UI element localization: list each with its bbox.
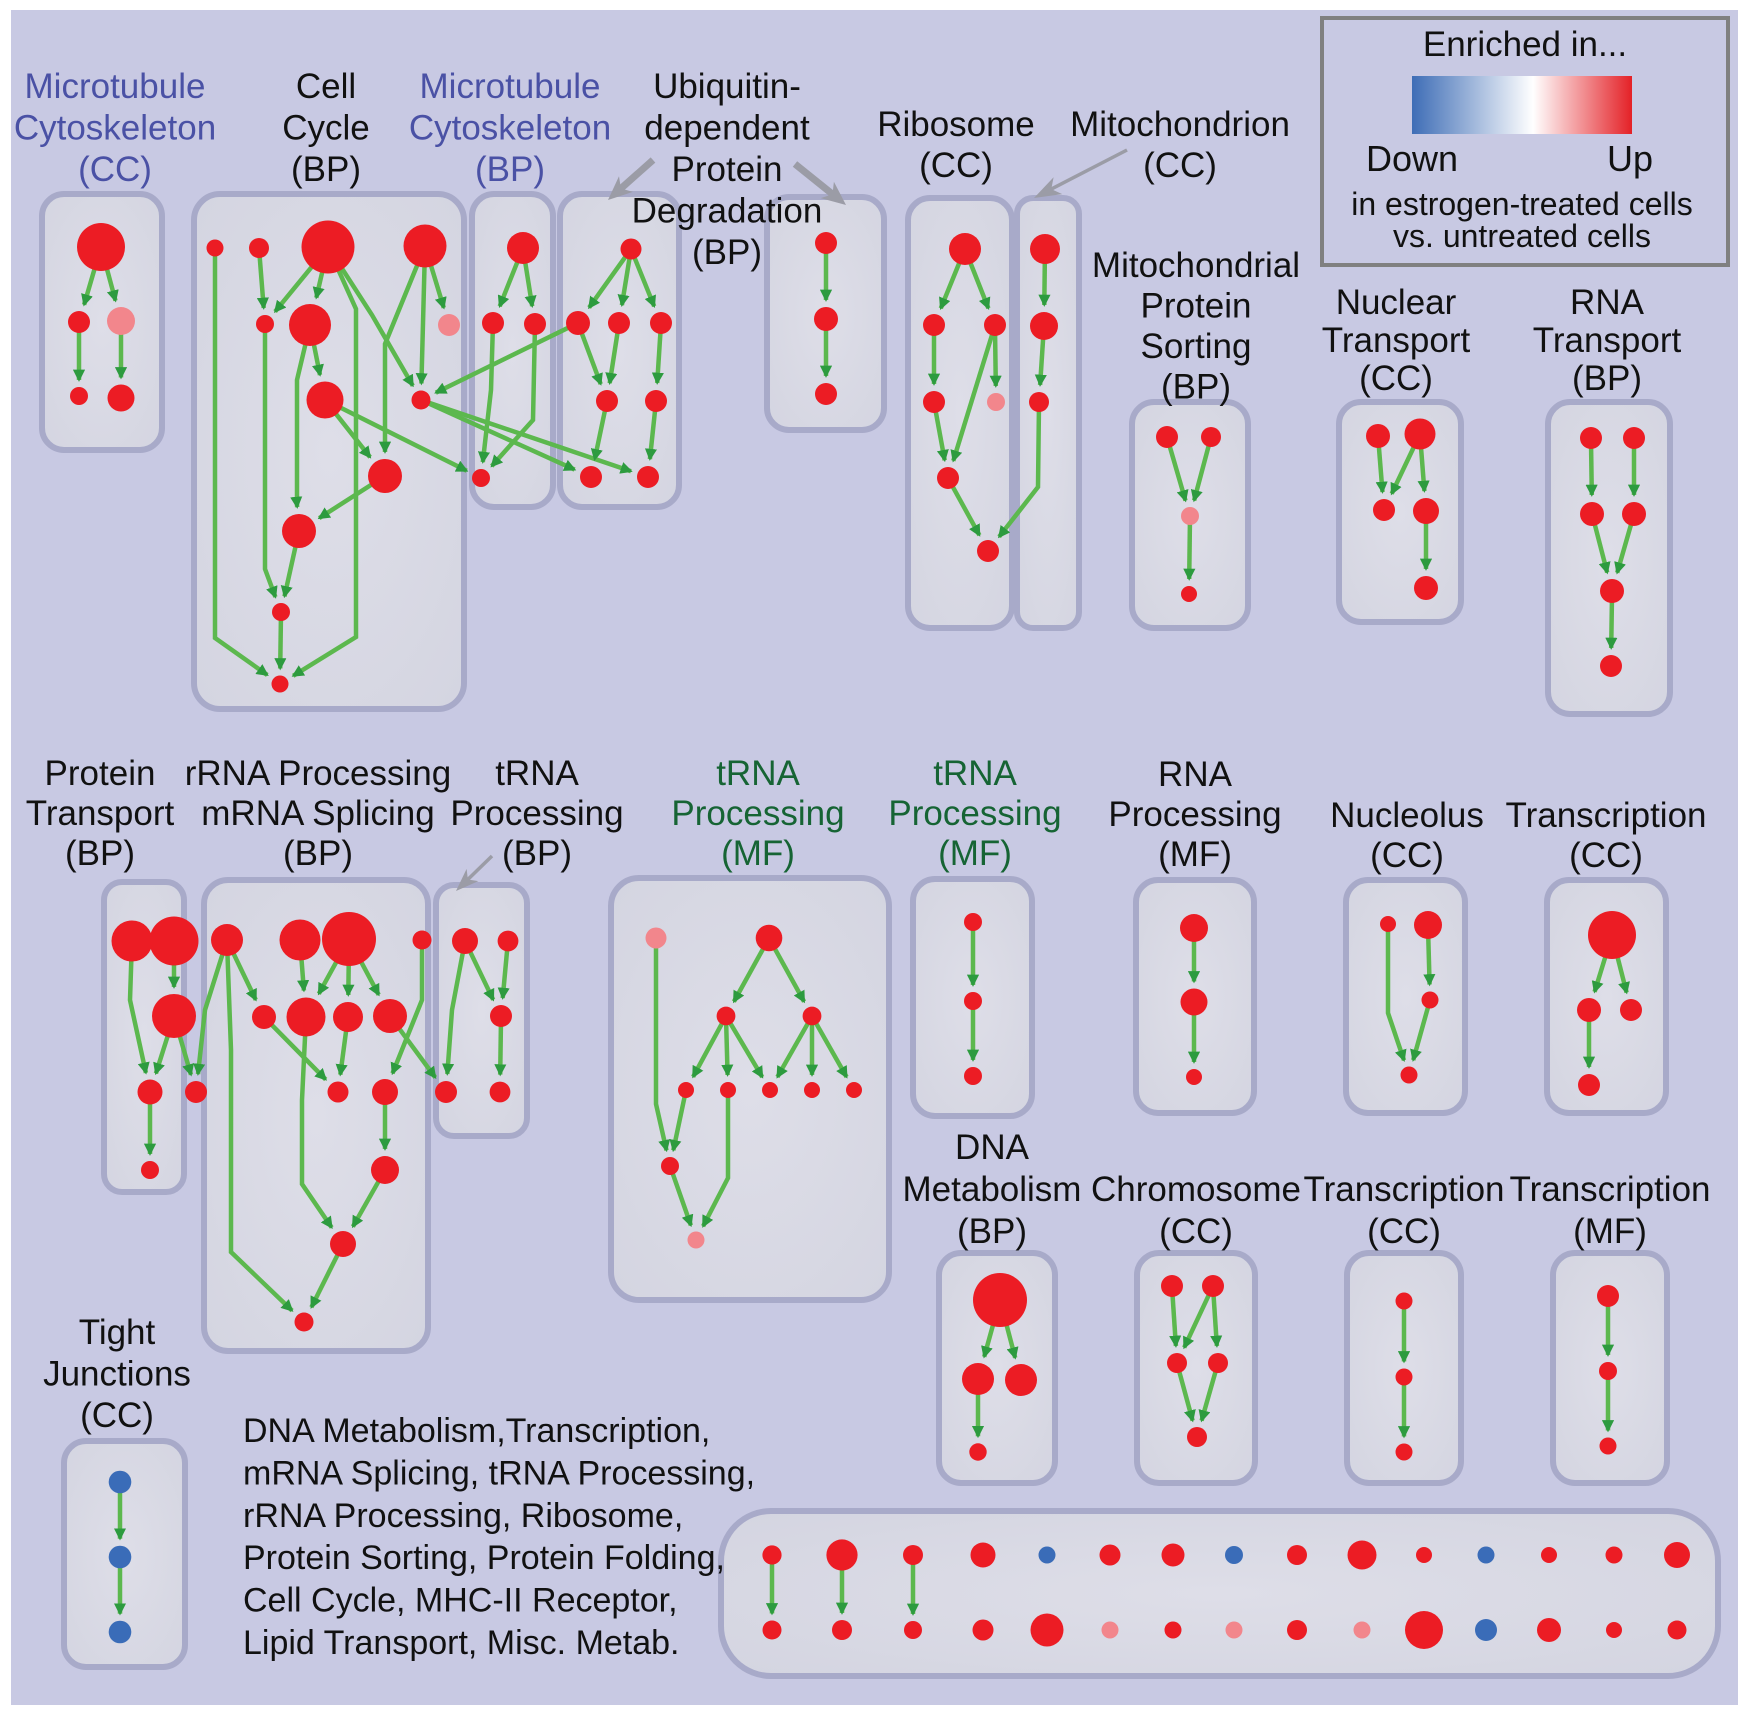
svg-text:rRNA Processing, Ribosome,: rRNA Processing, Ribosome, [243,1497,683,1535]
svg-text:Mitochondrion: Mitochondrion [1070,105,1290,144]
svg-text:Enriched in...: Enriched in... [1423,25,1627,64]
svg-text:Transport: Transport [26,794,175,833]
svg-text:(BP): (BP) [283,834,353,873]
svg-text:Ribosome: Ribosome [877,105,1035,144]
svg-text:Cytoskeleton: Cytoskeleton [14,109,216,148]
svg-text:Transport: Transport [1533,321,1682,360]
svg-text:Degradation: Degradation [632,192,823,231]
svg-text:(MF): (MF) [1158,835,1232,874]
svg-text:RNA: RNA [1158,755,1233,794]
svg-text:Protein: Protein [1141,287,1252,326]
svg-text:Transcription: Transcription [1506,796,1707,835]
svg-text:rRNA Processing: rRNA Processing [185,754,451,793]
svg-text:Cytoskeleton: Cytoskeleton [409,109,611,148]
svg-text:DNA: DNA [955,1128,1030,1167]
svg-text:DNA Metabolism,Transcription,: DNA Metabolism,Transcription, [243,1412,710,1450]
svg-text:(MF): (MF) [1573,1212,1647,1251]
svg-text:Cell Cycle, MHC-II Receptor,: Cell Cycle, MHC-II Receptor, [243,1582,678,1620]
svg-text:dependent: dependent [644,109,810,148]
svg-text:Microtubule: Microtubule [420,67,601,106]
svg-text:Tight: Tight [79,1313,156,1352]
svg-text:(BP): (BP) [475,150,545,189]
svg-text:Sorting: Sorting [1141,327,1252,366]
svg-text:Mitochondrial: Mitochondrial [1092,246,1300,285]
svg-text:(CC): (CC) [1359,359,1433,398]
svg-text:Protein: Protein [45,754,156,793]
svg-text:Transcription: Transcription [1304,1170,1505,1209]
svg-text:(BP): (BP) [1572,359,1642,398]
svg-text:Protein Sorting, Protein Foldi: Protein Sorting, Protein Folding, [243,1539,725,1577]
svg-text:RNA: RNA [1570,283,1645,322]
svg-text:(CC): (CC) [1143,146,1217,185]
svg-text:(CC): (CC) [80,1396,154,1435]
svg-text:Nuclear: Nuclear [1336,283,1457,322]
svg-text:mRNA Splicing: mRNA Splicing [201,794,434,833]
svg-text:Processing: Processing [1108,795,1281,834]
svg-text:(BP): (BP) [502,834,572,873]
svg-text:(CC): (CC) [1367,1212,1441,1251]
svg-text:Microtubule: Microtubule [25,67,206,106]
svg-text:Transport: Transport [1322,321,1471,360]
svg-text:Lipid Transport, Misc. Metab.: Lipid Transport, Misc. Metab. [243,1624,680,1662]
svg-text:(CC): (CC) [1569,836,1643,875]
svg-text:Cell: Cell [296,67,356,106]
svg-text:Nucleolus: Nucleolus [1330,796,1484,835]
svg-text:(CC): (CC) [78,150,152,189]
svg-text:(CC): (CC) [1159,1212,1233,1251]
svg-text:Down: Down [1366,138,1458,179]
svg-text:tRNA: tRNA [933,754,1017,793]
svg-text:(BP): (BP) [692,233,762,272]
svg-text:(BP): (BP) [1161,368,1231,407]
svg-text:Processing: Processing [888,794,1061,833]
svg-text:Cycle: Cycle [282,109,370,148]
svg-text:Ubiquitin-: Ubiquitin- [653,67,801,106]
svg-text:(BP): (BP) [65,834,135,873]
svg-text:Junctions: Junctions [43,1355,191,1394]
svg-text:Chromosome: Chromosome [1091,1170,1301,1209]
svg-text:tRNA: tRNA [495,754,579,793]
svg-text:in estrogen-treated cells: in estrogen-treated cells [1351,186,1693,222]
svg-text:Protein: Protein [672,150,783,189]
svg-text:(CC): (CC) [919,146,993,185]
svg-text:(BP): (BP) [957,1212,1027,1251]
svg-text:Up: Up [1607,138,1653,179]
svg-text:Metabolism: Metabolism [903,1170,1082,1209]
svg-text:tRNA: tRNA [716,754,800,793]
svg-text:(MF): (MF) [938,834,1012,873]
svg-text:(BP): (BP) [291,150,361,189]
svg-text:Processing: Processing [450,794,623,833]
svg-text:Processing: Processing [671,794,844,833]
svg-text:(MF): (MF) [721,834,795,873]
svg-text:mRNA Splicing, tRNA Processing: mRNA Splicing, tRNA Processing, [243,1454,755,1492]
svg-text:vs. untreated cells: vs. untreated cells [1393,218,1651,254]
svg-text:(CC): (CC) [1370,836,1444,875]
svg-text:Transcription: Transcription [1510,1170,1711,1209]
